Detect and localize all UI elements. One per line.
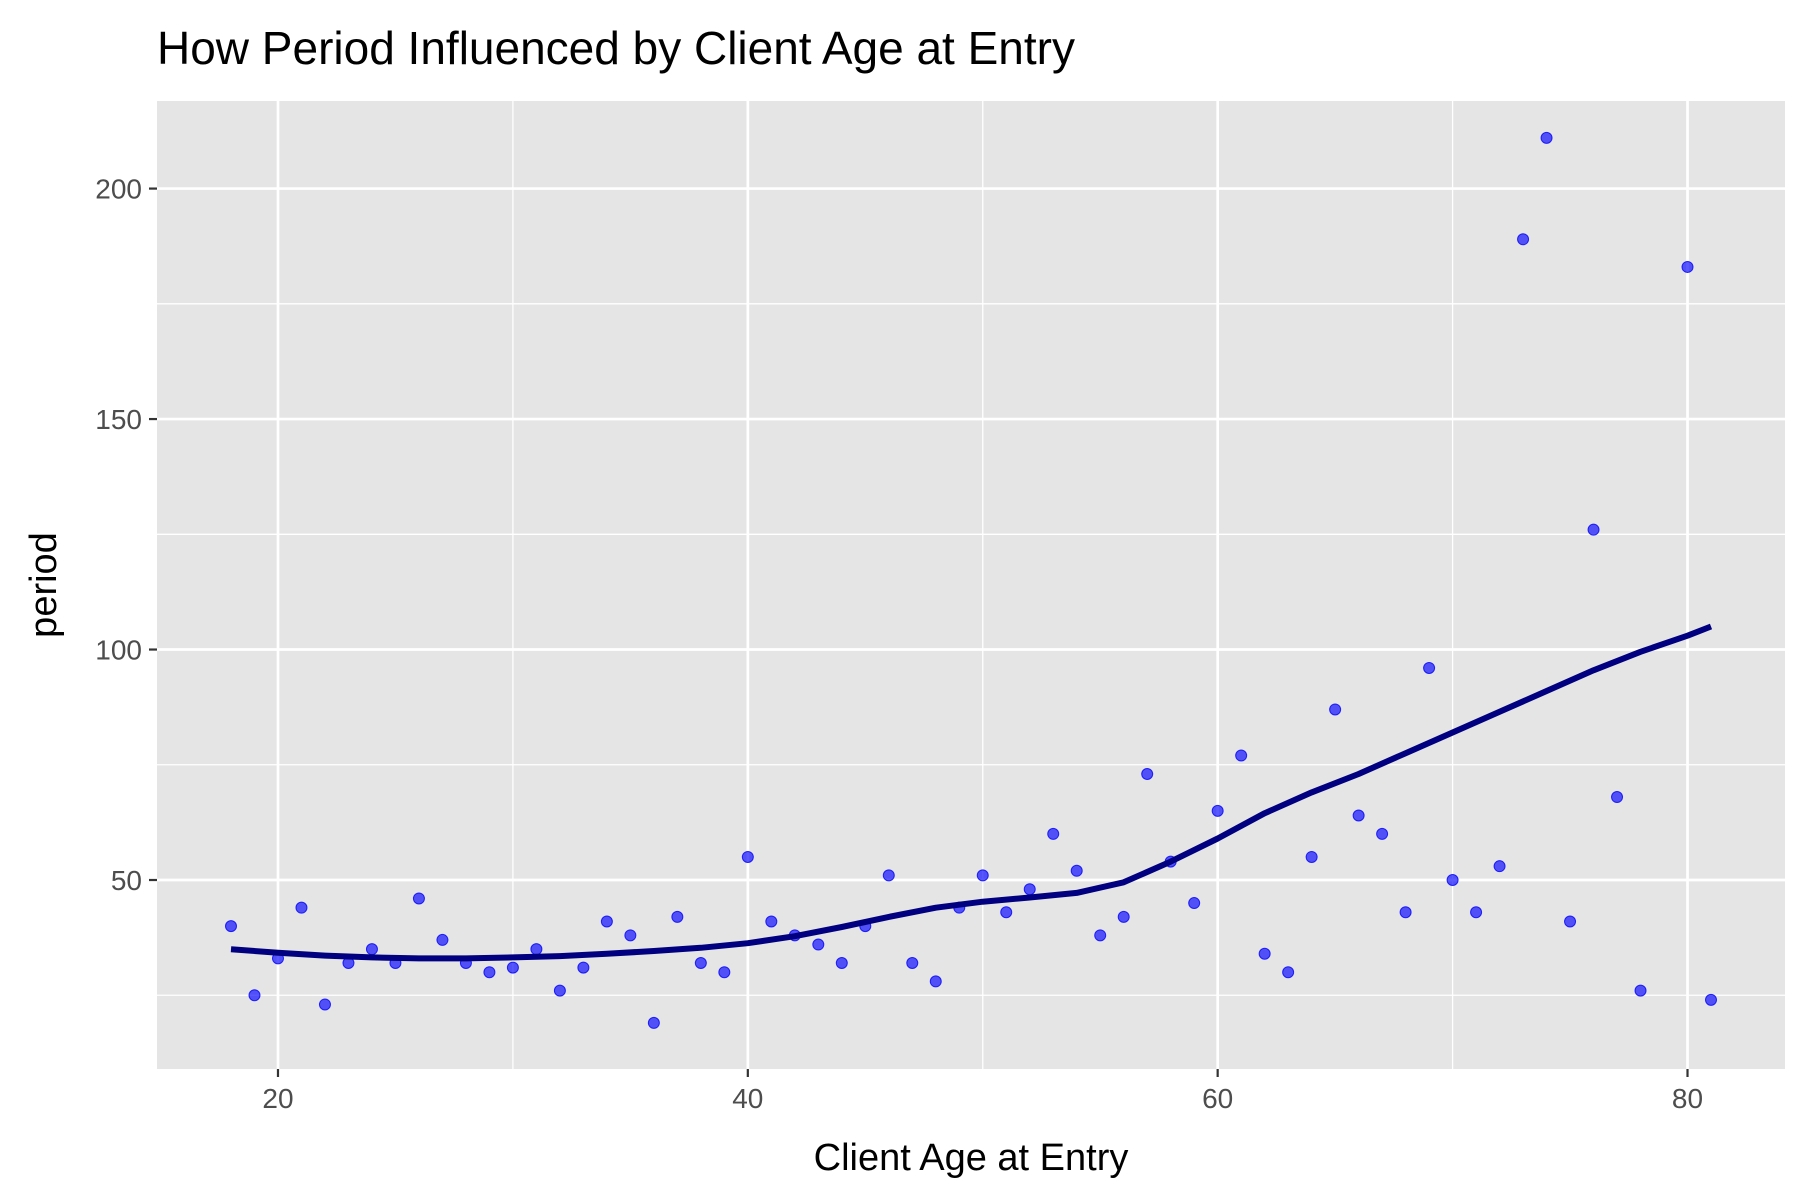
data-point bbox=[1564, 915, 1577, 928]
smooth-trend-line bbox=[230, 623, 1713, 962]
minor-grid bbox=[157, 101, 1785, 1069]
data-point bbox=[1329, 703, 1342, 716]
data-point bbox=[1376, 827, 1389, 840]
data-point bbox=[1423, 661, 1436, 674]
data-point bbox=[1258, 947, 1271, 960]
data-point bbox=[1493, 860, 1506, 873]
x-tick-label: 20 bbox=[262, 1083, 293, 1114]
data-point bbox=[812, 938, 825, 951]
data-point bbox=[929, 975, 942, 988]
data-point bbox=[1681, 260, 1694, 273]
data-point bbox=[1399, 906, 1412, 919]
y-axis-ticks: 50 100 150 200 bbox=[95, 174, 157, 896]
data-point bbox=[506, 961, 519, 974]
data-point bbox=[318, 998, 331, 1011]
data-point bbox=[1000, 906, 1013, 919]
data-point bbox=[436, 933, 449, 946]
data-points bbox=[225, 131, 1717, 1029]
data-point bbox=[295, 901, 308, 914]
data-point bbox=[1634, 984, 1647, 997]
x-axis-ticks: 20 40 60 80 bbox=[262, 1069, 1703, 1114]
data-point bbox=[483, 966, 496, 979]
data-point bbox=[225, 920, 237, 933]
data-point bbox=[1117, 910, 1130, 923]
data-point bbox=[1540, 131, 1553, 144]
data-point bbox=[1446, 874, 1459, 887]
data-point bbox=[647, 1016, 660, 1029]
plot-panel bbox=[157, 101, 1785, 1069]
data-point bbox=[1094, 929, 1107, 942]
data-point bbox=[976, 869, 989, 882]
data-point bbox=[530, 943, 543, 956]
y-tick-label: 150 bbox=[95, 404, 142, 435]
data-point bbox=[1305, 850, 1318, 863]
chart-title: How Period Influenced by Client Age at E… bbox=[157, 22, 1075, 74]
data-point bbox=[835, 956, 848, 969]
x-tick-label: 60 bbox=[1202, 1083, 1233, 1114]
data-point bbox=[765, 915, 778, 928]
y-tick-label: 200 bbox=[95, 174, 142, 205]
data-point bbox=[1705, 993, 1717, 1006]
y-axis-title: period bbox=[23, 532, 65, 638]
data-point bbox=[1141, 767, 1154, 780]
data-point bbox=[1611, 791, 1624, 804]
data-point bbox=[694, 956, 707, 969]
data-point bbox=[1517, 233, 1530, 246]
data-point bbox=[1587, 523, 1600, 536]
data-point bbox=[718, 966, 731, 979]
data-point bbox=[365, 943, 378, 956]
data-point bbox=[1023, 883, 1036, 896]
data-point bbox=[1211, 804, 1224, 817]
x-axis-title: Client Age at Entry bbox=[814, 1137, 1129, 1179]
data-point bbox=[671, 910, 684, 923]
data-point bbox=[1282, 966, 1295, 979]
x-tick-label: 80 bbox=[1672, 1083, 1703, 1114]
data-point bbox=[1188, 897, 1201, 910]
data-point bbox=[412, 892, 425, 905]
x-tick-label: 40 bbox=[732, 1083, 763, 1114]
y-tick-label: 100 bbox=[95, 635, 142, 666]
data-point bbox=[248, 989, 261, 1002]
data-point bbox=[553, 984, 566, 997]
data-point bbox=[1470, 906, 1483, 919]
data-point bbox=[624, 929, 637, 942]
data-point bbox=[1070, 864, 1083, 877]
data-point bbox=[906, 956, 919, 969]
data-point bbox=[882, 869, 895, 882]
data-point bbox=[741, 850, 754, 863]
data-point bbox=[600, 915, 613, 928]
data-point bbox=[1235, 749, 1248, 762]
data-point bbox=[1352, 809, 1365, 822]
data-point bbox=[1047, 827, 1060, 840]
y-tick-label: 50 bbox=[111, 865, 142, 896]
data-point bbox=[577, 961, 590, 974]
